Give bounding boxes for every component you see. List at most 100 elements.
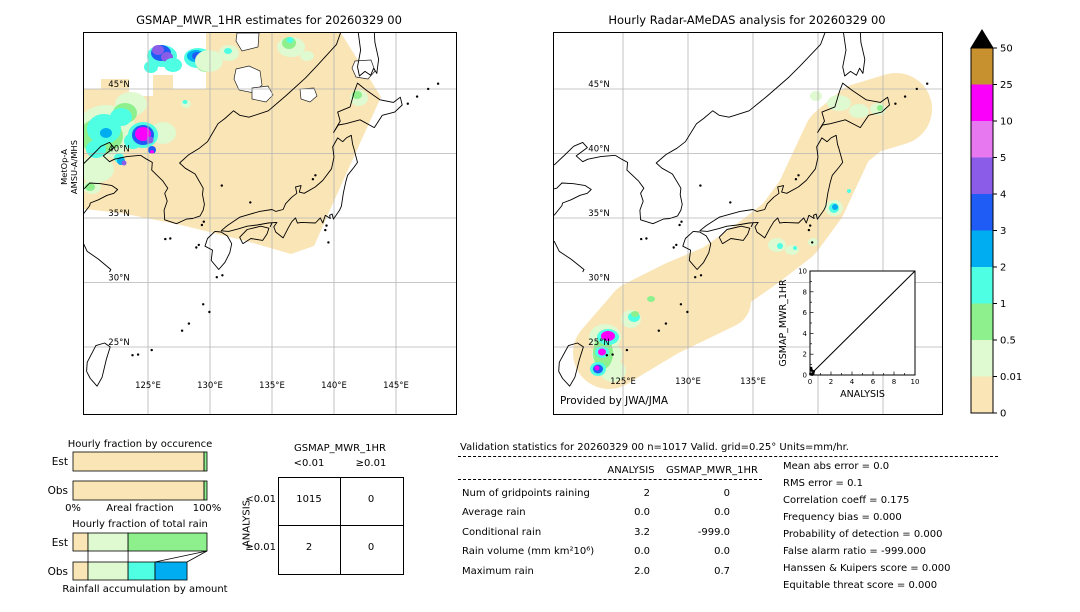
right-map-title: Hourly Radar-AMeDAS analysis for 2026032… <box>608 13 886 27</box>
contingency-col-label-lt: <0.01 <box>293 458 325 469</box>
stats-divider-header <box>458 479 762 480</box>
svg-text:10: 10 <box>1000 117 1013 128</box>
stats-title: Validation statistics for 20260329 00 n=… <box>460 442 849 453</box>
scatter-point <box>810 368 813 372</box>
contingency-row-label-ge: ≥0.01 <box>245 542 276 553</box>
svg-text:25: 25 <box>1000 80 1013 91</box>
svg-text:140°E: 140°E <box>321 381 347 391</box>
right-map-canvas: 45°N 40°N 35°N 30°N 25°N 125°E 130°E 135°E <box>554 33 942 414</box>
svg-text:0%: 0% <box>65 503 81 514</box>
score-label: Hanssen & Kuipers score = <box>783 563 919 574</box>
stats-row-val1: 0.0 <box>634 546 650 557</box>
svg-text:135°E: 135°E <box>740 377 766 387</box>
svg-text:Est: Est <box>52 456 68 468</box>
right-map: 45°N 40°N 35°N 30°N 25°N 125°E 130°E 135°E <box>553 32 943 415</box>
coverage-swath <box>573 73 932 389</box>
svg-text:GSMAP_MWR_1HR: GSMAP_MWR_1HR <box>778 279 789 367</box>
svg-text:100%: 100% <box>193 503 222 514</box>
svg-text:25°N: 25°N <box>108 338 129 348</box>
svg-text:Est: Est <box>52 537 68 549</box>
svg-text:30°N: 30°N <box>588 274 609 284</box>
contingency-cell-rr: 0 <box>367 542 375 553</box>
score-value: 0.1 <box>847 478 863 489</box>
stats-row-val1: 2 <box>643 488 650 499</box>
stats-row-label: Maximum rain <box>462 566 534 577</box>
svg-text:4: 4 <box>803 330 808 338</box>
score-row: Hanssen & Kuipers score = 0.000 <box>783 563 950 574</box>
scatter-inset: 00 2 2 4 4 6 6 8 8 10 10 ANALYSIS GSMAP_MWR_1HR <box>778 268 920 401</box>
coastlines <box>554 33 929 387</box>
fraction-connector <box>154 550 208 563</box>
stats-row-val1: 2.0 <box>634 566 650 577</box>
svg-text:0: 0 <box>1000 409 1006 420</box>
svg-text:2: 2 <box>829 378 833 386</box>
svg-text:30°N: 30°N <box>108 274 129 284</box>
svg-text:10: 10 <box>911 378 920 386</box>
precipitation-field <box>84 37 368 194</box>
svg-text:0: 0 <box>808 378 812 386</box>
svg-text:145°E: 145°E <box>383 381 409 391</box>
svg-text:40°N: 40°N <box>588 145 609 155</box>
svg-text:4: 4 <box>850 378 855 386</box>
svg-text:50: 50 <box>1000 44 1013 55</box>
score-row: Correlation coeff = 0.175 <box>783 495 909 506</box>
svg-text:5: 5 <box>1000 153 1006 164</box>
svg-text:10: 10 <box>798 268 807 276</box>
score-label: Frequency bias = <box>783 512 870 523</box>
scatter-point <box>809 366 813 370</box>
contingency-cell-nr: 0 <box>367 494 375 505</box>
svg-text:ANALYSIS: ANALYSIS <box>840 389 885 400</box>
svg-text:8: 8 <box>803 288 807 296</box>
score-row: Mean abs error = 0.0 <box>783 461 889 472</box>
svg-text:0.5: 0.5 <box>1000 336 1016 347</box>
contingency-cell-rn: 2 <box>305 542 313 553</box>
score-value: -999.000 <box>880 546 926 557</box>
stats-divider-top <box>458 456 998 457</box>
svg-text:Areal fraction: Areal fraction <box>106 503 173 514</box>
svg-text:Hourly fraction of total rain: Hourly fraction of total rain <box>72 519 208 530</box>
svg-text:Obs: Obs <box>48 566 68 578</box>
score-label: RMS error = <box>783 478 844 489</box>
score-value: 0.000 <box>921 563 951 574</box>
score-row: Probability of detection = 0.000 <box>783 529 942 540</box>
stats-col-gsmap: GSMAP_MWR_1HR <box>666 465 758 476</box>
score-label: Correlation coeff = <box>783 495 878 506</box>
svg-text:6: 6 <box>803 309 808 317</box>
score-row: Frequency bias = 0.000 <box>783 512 902 523</box>
contingency-col-group: GSMAP_MWR_1HR <box>294 443 386 454</box>
score-value: 0.000 <box>913 529 943 540</box>
contingency-col-label-ge: ≥0.01 <box>355 458 387 469</box>
left-map: 45°N 40°N 35°N 30°N 25°N 125°E 130°E 135°E 140°E… <box>83 32 457 415</box>
stats-row-label: Average rain <box>462 507 526 518</box>
stats-row-val2: 0.0 <box>714 507 730 518</box>
svg-text:3: 3 <box>1000 226 1006 237</box>
left-map-title: GSMAP_MWR_1HR estimates for 20260329 00 <box>136 13 402 27</box>
svg-text:8: 8 <box>892 378 896 386</box>
score-label: Mean abs error = <box>783 461 871 472</box>
score-label: Equitable threat score = <box>783 580 906 591</box>
score-row: Equitable threat score = 0.000 <box>783 580 937 591</box>
svg-text:35°N: 35°N <box>108 209 129 219</box>
svg-text:0.01: 0.01 <box>1000 372 1022 383</box>
stats-row-label: Conditional rain <box>462 527 542 538</box>
svg-text:45°N: 45°N <box>108 80 129 90</box>
score-label: Probability of detection = <box>783 529 911 540</box>
svg-text:130°E: 130°E <box>197 381 223 391</box>
stats-row-label: Num of gridpoints raining <box>462 488 590 499</box>
grid-labels: 45°N 40°N 35°N 30°N 25°N 125°E 130°E 135°E 140°E… <box>108 80 409 391</box>
stats-row-val2: 0 <box>723 488 730 499</box>
stats-row-val1: 3.2 <box>634 527 650 538</box>
overflow-triangle <box>970 29 994 49</box>
stats-row-val2: -999.0 <box>697 527 730 538</box>
sensor-line2: AMSU-A/MHS <box>68 139 79 195</box>
svg-text:135°E: 135°E <box>259 381 285 391</box>
svg-text:Rainfall accumulation by amoun: Rainfall accumulation by amount <box>62 584 227 595</box>
stats-col-analysis: ANALYSIS <box>607 465 655 476</box>
svg-text:4: 4 <box>1000 190 1006 201</box>
svg-text:Hourly fraction by occurence: Hourly fraction by occurence <box>68 439 212 450</box>
score-row: False alarm ratio = -999.000 <box>783 546 926 557</box>
contingency-row-label-lt: <0.01 <box>245 494 276 505</box>
svg-text:45°N: 45°N <box>588 80 609 90</box>
svg-text:40°N: 40°N <box>108 145 129 155</box>
